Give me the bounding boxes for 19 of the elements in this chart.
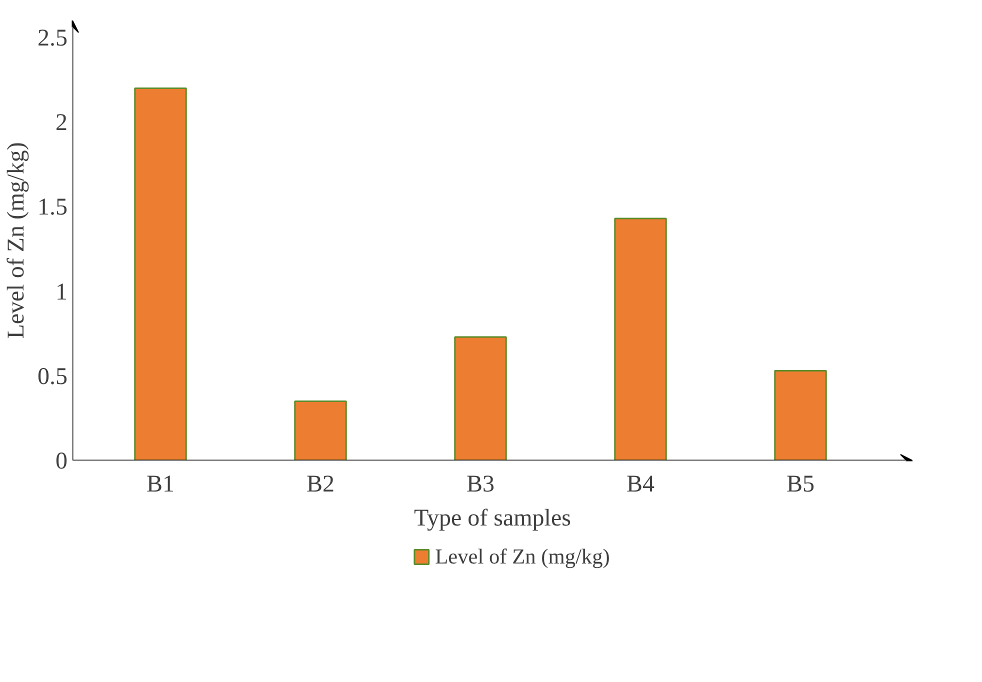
y-tick-label: 0 bbox=[56, 448, 68, 474]
bar bbox=[774, 370, 827, 460]
bar bbox=[294, 400, 347, 460]
bar bbox=[454, 336, 507, 460]
x-tick-label: B2 bbox=[306, 472, 335, 498]
x-tick-label: B4 bbox=[626, 472, 655, 498]
y-tick-label: 0.5 bbox=[38, 364, 68, 390]
bar bbox=[134, 87, 187, 460]
bar bbox=[614, 218, 667, 460]
y-axis-title: Level of Zn (mg/kg) bbox=[4, 142, 30, 339]
legend-label: Level of Zn (mg/kg) bbox=[435, 544, 610, 569]
x-tick-label: B1 bbox=[146, 472, 175, 498]
y-tick-label: 2 bbox=[56, 110, 68, 136]
x-tick-label: B5 bbox=[786, 472, 815, 498]
x-axis-title: Type of samples bbox=[414, 506, 571, 532]
x-tick-label: B3 bbox=[466, 472, 495, 498]
y-tick-label: 1.5 bbox=[38, 194, 68, 221]
y-tick-label: 2.5 bbox=[38, 25, 68, 52]
y-tick-label: 1 bbox=[56, 279, 68, 306]
